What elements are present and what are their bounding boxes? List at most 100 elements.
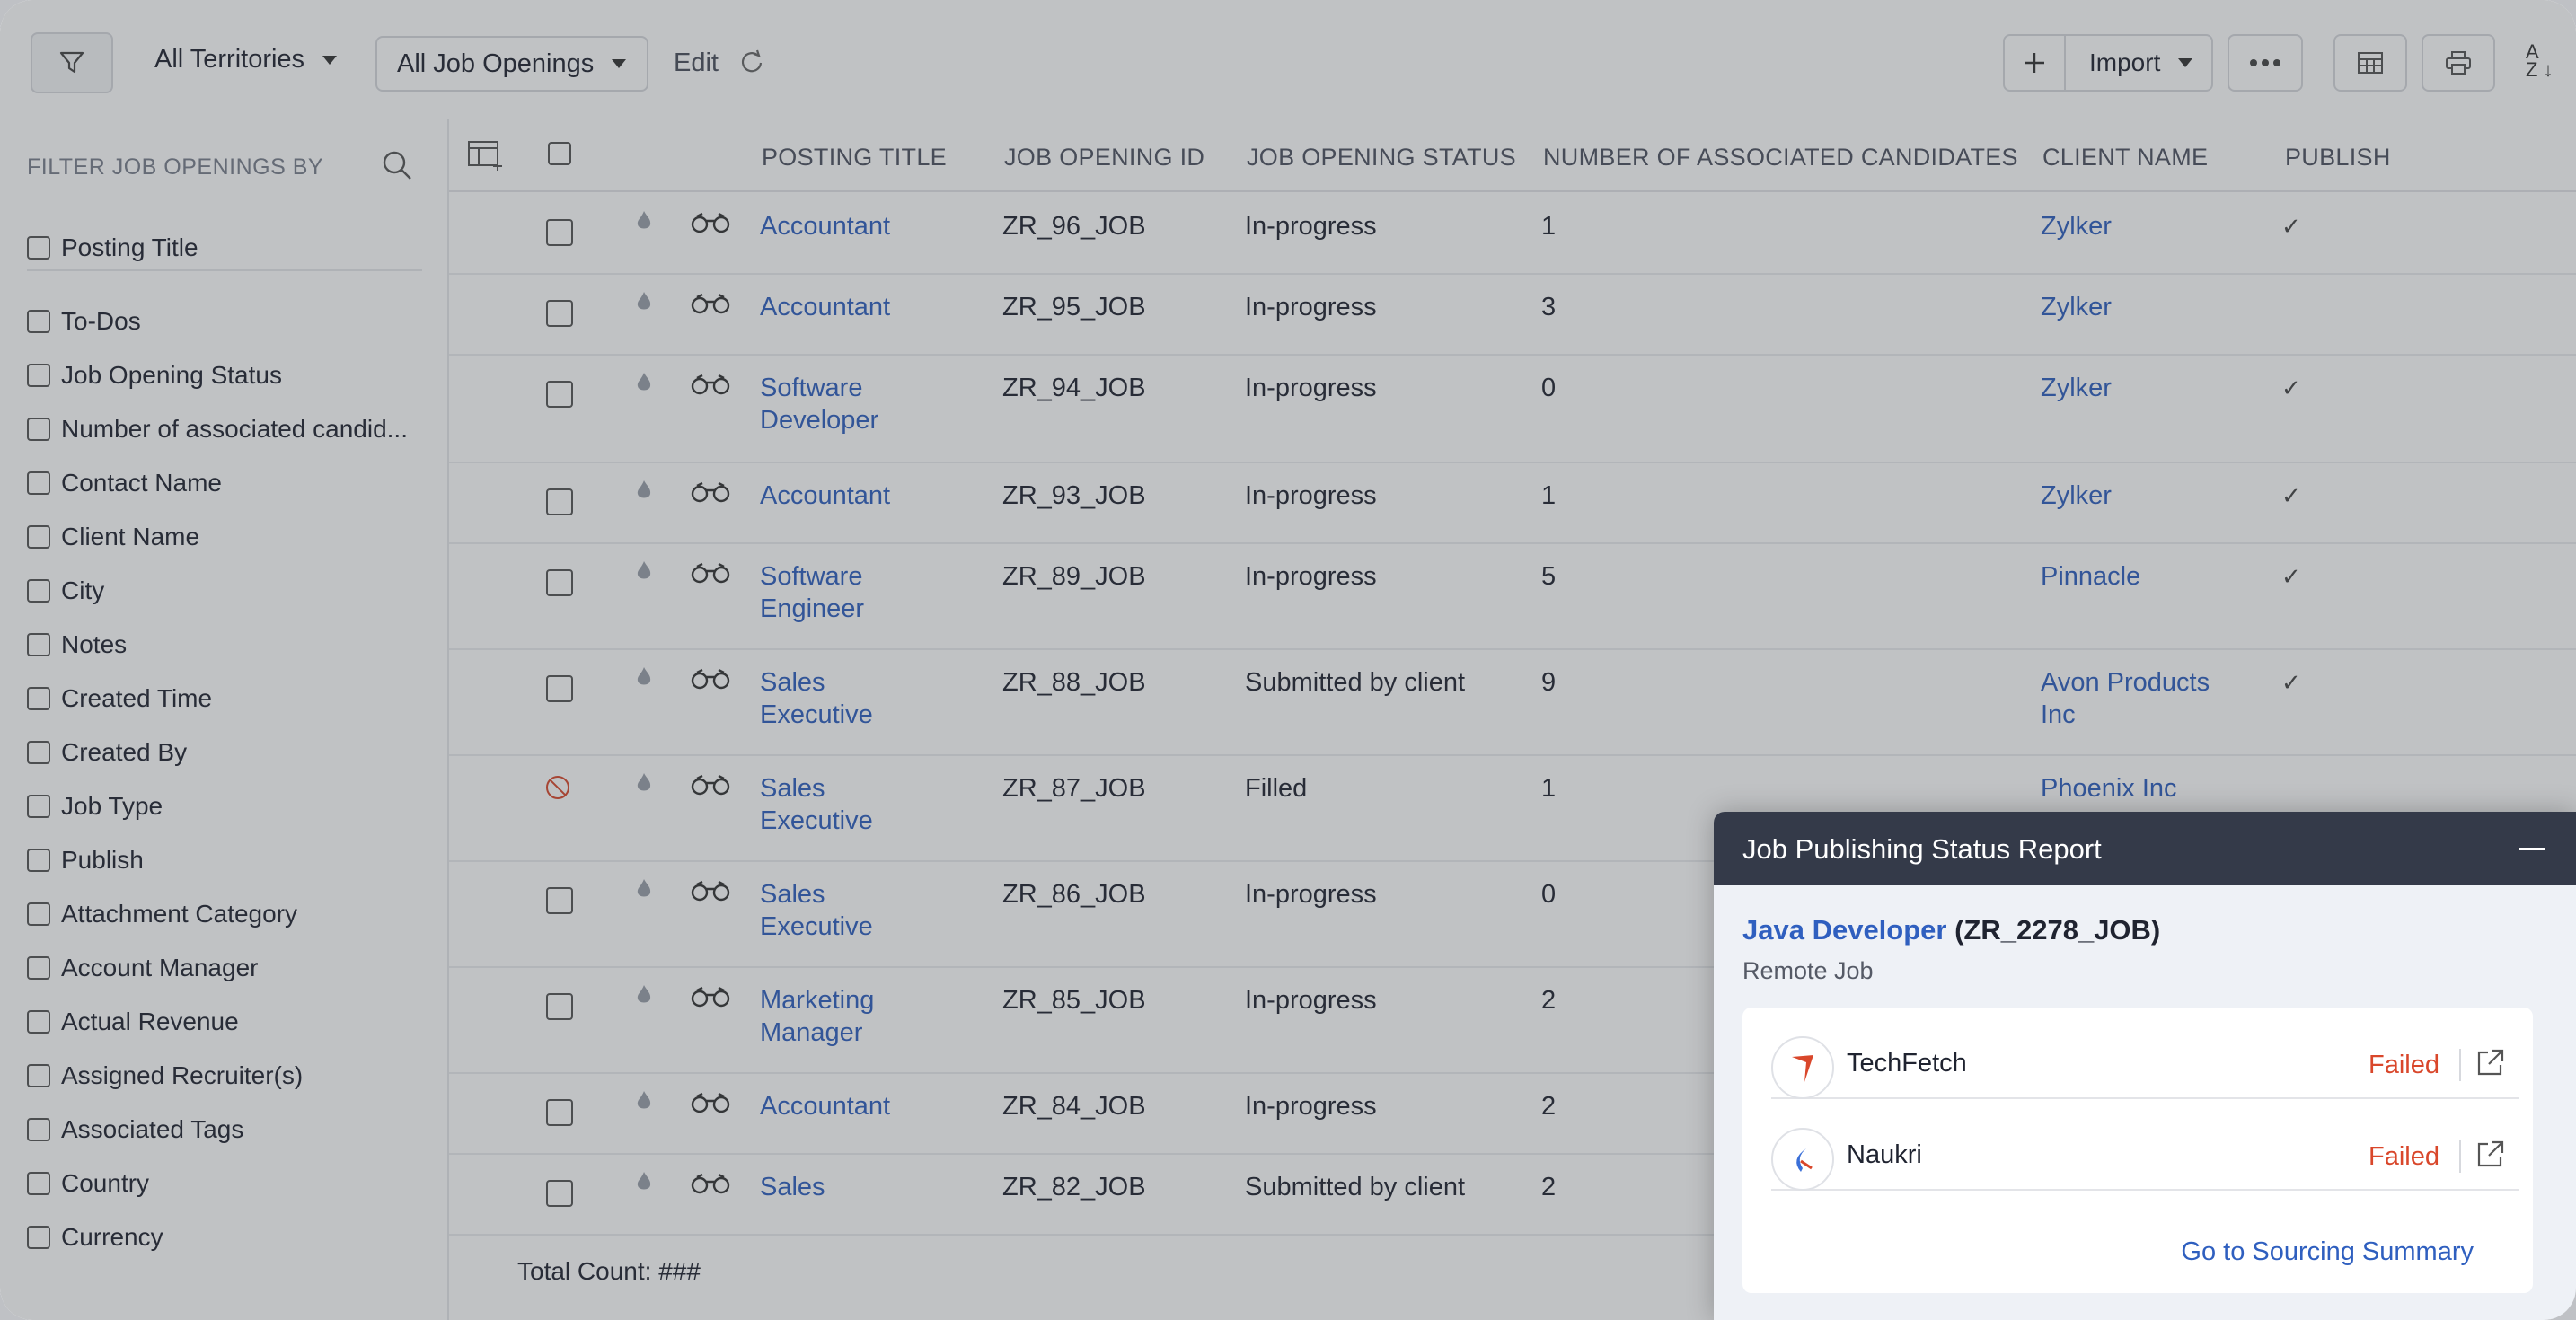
binoculars-icon[interactable] [690,293,731,319]
job-view-dropdown[interactable]: All Job Openings [375,36,648,92]
client-name-link[interactable]: Avon Products Inc [2041,666,2210,731]
filter-button[interactable] [31,32,113,93]
filter-checkbox[interactable] [27,1064,50,1087]
row-checkbox[interactable] [546,488,573,515]
filter-checkbox[interactable] [27,364,50,387]
posting-title-link[interactable]: Accountant [760,1090,890,1122]
filter-option[interactable]: Country [27,1169,149,1198]
filter-checkbox[interactable] [27,1172,50,1195]
binoculars-icon[interactable] [690,880,731,906]
client-name-link[interactable]: Zylker [2041,291,2112,323]
row-checkbox[interactable] [546,1099,573,1126]
posting-title-link[interactable]: Accountant [760,291,890,323]
filter-option[interactable]: Contact Name [27,469,222,497]
table-row[interactable]: Marketing Manager ZR_85_JOB In-progress 2 [449,966,2576,1074]
filter-option[interactable]: Number of associated candid... [27,415,408,444]
hot-job-icon[interactable] [636,1090,652,1112]
header-status[interactable]: JOB OPENING STATUS [1247,144,1516,171]
filter-option[interactable]: Notes [27,630,127,659]
hot-job-icon[interactable] [636,878,652,900]
row-checkbox[interactable] [546,569,573,596]
table-view-button[interactable] [2333,34,2407,92]
binoculars-icon[interactable] [690,986,731,1012]
row-checkbox[interactable] [546,675,573,702]
filter-checkbox[interactable] [27,418,50,441]
filter-option[interactable]: City [27,576,104,605]
territory-dropdown[interactable]: All Territories [154,45,338,75]
filter-option[interactable]: Job Type [27,792,163,821]
filter-checkbox[interactable] [27,310,50,333]
posting-title-link[interactable]: Accountant [760,210,890,242]
filter-checkbox[interactable] [27,1010,50,1034]
table-row[interactable]: Sales Executive ZR_86_JOB In-progress 0 [449,860,2576,968]
hot-job-icon[interactable] [636,984,652,1006]
filter-option[interactable]: Publish [27,846,144,875]
table-row[interactable]: Software Developer ZR_94_JOB In-progress 0 Zy… [449,354,2576,463]
edit-link[interactable]: Edit [674,48,719,77]
hot-job-icon[interactable] [636,480,652,501]
binoculars-icon[interactable] [690,481,731,507]
filter-checkbox[interactable] [27,525,50,549]
client-name-link[interactable]: Zylker [2041,480,2112,512]
header-client-name[interactable]: CLIENT NAME [2042,144,2209,171]
filter-checkbox[interactable] [27,902,50,926]
filter-checkbox[interactable] [27,236,50,260]
filter-checkbox[interactable] [27,956,50,980]
select-all-checkbox[interactable] [548,142,571,165]
filter-checkbox[interactable] [27,849,50,872]
filter-option[interactable]: Associated Tags [27,1115,243,1144]
posting-title-link[interactable]: Software Engineer [760,560,864,625]
filter-checkbox[interactable] [27,687,50,710]
filter-checkbox[interactable] [27,741,50,764]
filter-option[interactable]: Actual Revenue [27,1008,239,1036]
binoculars-icon[interactable] [690,212,731,238]
hot-job-icon[interactable] [636,772,652,794]
row-checkbox[interactable] [546,300,573,327]
filter-option[interactable]: Assigned Recruiter(s) [27,1061,303,1090]
posting-title-link[interactable]: Sales [760,1171,825,1203]
filter-checkbox[interactable] [27,471,50,495]
hot-job-icon[interactable] [636,291,652,312]
search-icon[interactable] [381,149,413,181]
table-row[interactable]: Sales Executive ZR_88_JOB Submitted by clie… [449,648,2576,756]
print-button[interactable] [2422,34,2495,92]
binoculars-icon[interactable] [690,374,731,400]
filter-option[interactable]: Job Opening Status [27,361,282,390]
filter-option[interactable]: Currency [27,1223,163,1252]
filter-option[interactable]: Attachment Category [27,900,297,928]
row-checkbox[interactable] [546,993,573,1020]
header-publish[interactable]: PUBLISH [2285,144,2391,171]
filter-option[interactable]: To-Dos [27,307,141,336]
column-settings-icon[interactable] [467,140,505,171]
hot-job-icon[interactable] [636,210,652,232]
filter-checkbox[interactable] [27,633,50,656]
binoculars-icon[interactable] [690,668,731,694]
posting-title-link[interactable]: Sales Executive [760,772,873,837]
filter-checkbox[interactable] [27,1118,50,1141]
posting-title-link[interactable]: Sales Executive [760,666,873,731]
client-name-link[interactable]: Pinnacle [2041,560,2140,593]
filter-option[interactable]: Created Time [27,684,212,713]
hot-job-icon[interactable] [636,1171,652,1192]
hot-job-icon[interactable] [636,666,652,688]
import-button[interactable]: Import [2066,48,2193,77]
binoculars-icon[interactable] [690,774,731,800]
hot-job-icon[interactable] [636,560,652,582]
table-row[interactable]: Accountant ZR_93_JOB In-progress 1 Zylker ✓ [449,462,2576,544]
filter-option[interactable]: Posting Title [27,233,198,262]
filter-option[interactable]: Client Name [27,523,199,551]
table-row[interactable]: Software Engineer ZR_89_JOB In-progress 5 Pin… [449,542,2576,650]
go-to-sourcing-summary-link[interactable]: Go to Sourcing Summary [2181,1237,2474,1266]
posting-title-link[interactable]: Sales Executive [760,878,873,943]
posting-title-link[interactable]: Accountant [760,480,890,512]
row-checkbox[interactable] [546,381,573,408]
filter-option[interactable]: Created By [27,738,187,767]
header-candidates[interactable]: NUMBER OF ASSOCIATED CANDIDATES [1543,144,2018,171]
minimize-icon[interactable] [2519,848,2545,850]
posting-title-link[interactable]: Marketing Manager [760,984,874,1049]
table-row[interactable]: Accountant ZR_95_JOB In-progress 3 Zylker [449,273,2576,356]
filter-checkbox[interactable] [27,795,50,818]
more-options-button[interactable] [2228,34,2303,92]
row-checkbox[interactable] [546,219,573,246]
